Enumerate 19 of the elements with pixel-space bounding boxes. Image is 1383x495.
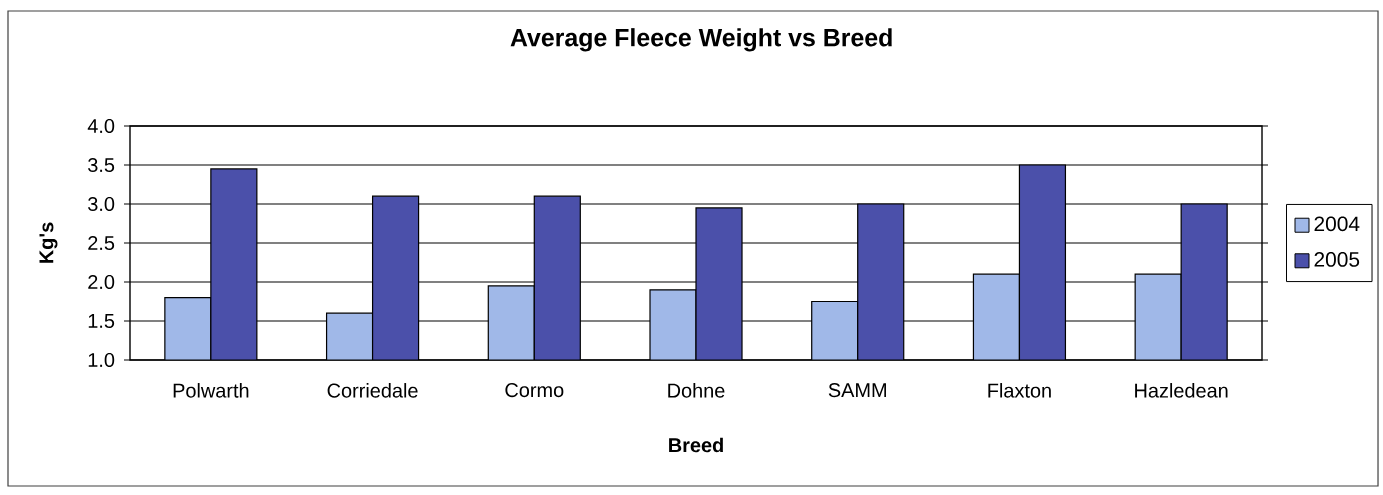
x-tick-label: Cormo xyxy=(505,383,564,398)
legend-label: 2005 xyxy=(1314,252,1360,267)
y-tick-label: 3.5 xyxy=(88,157,115,173)
x-tick-label: Corriedale xyxy=(327,383,418,398)
y-tick-label: 4.0 xyxy=(87,118,115,134)
y-axis-title: Kg's xyxy=(39,222,58,263)
x-tick-label: Dohne xyxy=(668,383,725,398)
y-tick-label: 3.0 xyxy=(88,196,115,212)
y-tick-label: 2.0 xyxy=(88,274,115,290)
x-tick-label: Flaxton xyxy=(988,383,1051,398)
y-tick-label: 2.5 xyxy=(88,235,115,251)
x-tick-label: Polwarth xyxy=(173,383,249,398)
legend-label: 2004 xyxy=(1314,216,1360,232)
x-axis-title: Breed xyxy=(669,437,723,453)
x-tick-label: SAMM xyxy=(828,383,886,398)
y-tick-label: 1.0 xyxy=(88,352,115,368)
chart-title: Average Fleece Weight vs Breed xyxy=(510,28,892,52)
y-tick-label: 1.5 xyxy=(88,314,115,328)
x-tick-label: Hazledean xyxy=(1135,383,1228,398)
